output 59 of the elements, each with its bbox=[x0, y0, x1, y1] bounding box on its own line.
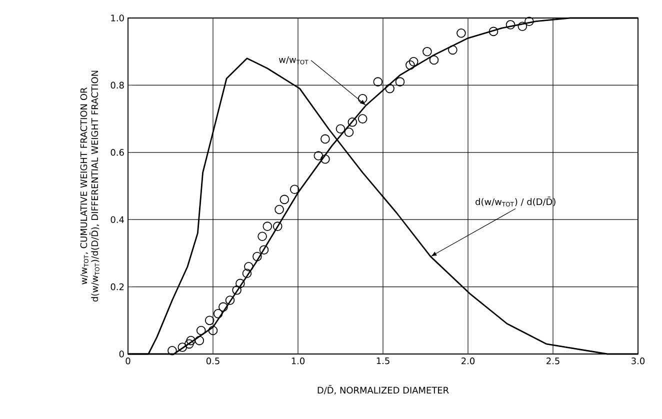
point bbox=[373, 77, 383, 86]
point bbox=[524, 16, 534, 26]
point bbox=[225, 296, 235, 305]
point bbox=[348, 118, 358, 127]
point bbox=[358, 94, 368, 104]
x-tick-label: 0 bbox=[126, 358, 130, 364]
point bbox=[448, 45, 458, 55]
point bbox=[244, 262, 254, 272]
point bbox=[408, 57, 418, 66]
point bbox=[196, 326, 206, 336]
point bbox=[336, 124, 346, 134]
point bbox=[320, 154, 330, 164]
point bbox=[186, 336, 196, 346]
point bbox=[178, 342, 188, 352]
point bbox=[184, 339, 194, 349]
point bbox=[208, 326, 218, 336]
y-tick-label: 0 bbox=[119, 350, 124, 358]
point bbox=[395, 77, 405, 86]
point bbox=[506, 20, 516, 30]
x-tick-label: 1.0 bbox=[292, 358, 305, 364]
y-tick-label: 0.6 bbox=[110, 149, 124, 156]
point bbox=[258, 232, 267, 242]
point bbox=[259, 245, 269, 254]
point bbox=[218, 302, 228, 312]
point bbox=[406, 60, 415, 70]
point bbox=[194, 336, 204, 346]
point bbox=[236, 278, 245, 288]
x-tick-label: 1.5 bbox=[376, 358, 390, 364]
point bbox=[422, 46, 432, 56]
point bbox=[456, 28, 466, 38]
x-axis-title: D/D̄, NORMALIZED DIAMETER bbox=[318, 385, 449, 395]
point bbox=[320, 134, 330, 144]
point bbox=[252, 252, 262, 262]
point bbox=[344, 128, 354, 137]
point bbox=[272, 222, 282, 231]
y-tick-label: 0.4 bbox=[110, 216, 124, 223]
x-tick-label: 3.0 bbox=[632, 358, 645, 364]
x-tick-label: 2.0 bbox=[462, 358, 475, 364]
point bbox=[242, 268, 252, 278]
y-tick-label: 1.0 bbox=[111, 14, 124, 22]
point bbox=[358, 114, 368, 124]
point bbox=[168, 346, 177, 356]
point bbox=[314, 151, 324, 160]
y-tick-label: 0.8 bbox=[110, 82, 124, 89]
point bbox=[488, 26, 498, 36]
point bbox=[429, 55, 439, 65]
point bbox=[204, 316, 214, 326]
point bbox=[280, 194, 290, 204]
x-tick-label: 0.5 bbox=[206, 358, 220, 364]
y-tick-label: 0.2 bbox=[110, 283, 124, 290]
point bbox=[232, 286, 242, 295]
point bbox=[290, 184, 300, 194]
point bbox=[385, 84, 394, 94]
text: w/w$_{TOT}$, CUMULATIVE WEIGHT FRACTION OR d(w/w$_{TOT}$)/d(D/D̄), DIFFERENTIAL WEIGHT FRACTION bbox=[80, 70, 100, 302]
point bbox=[274, 204, 284, 214]
point bbox=[518, 22, 528, 32]
x-tick-label: 2.5 bbox=[546, 358, 560, 364]
point bbox=[213, 309, 223, 318]
point bbox=[262, 222, 272, 231]
